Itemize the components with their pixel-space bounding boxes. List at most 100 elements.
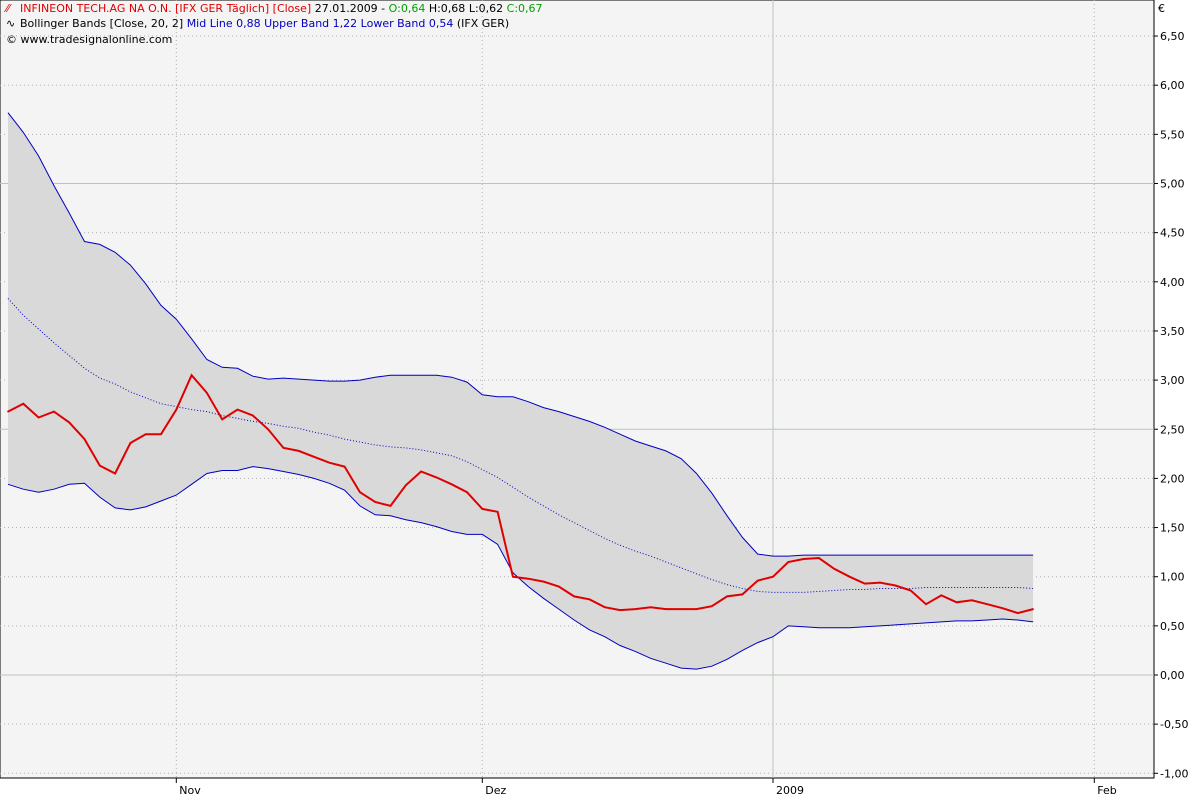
price-point bbox=[129, 442, 132, 444]
y-tick-label: 0,00 bbox=[1160, 669, 1185, 682]
legend-high: H:0,68 bbox=[428, 2, 466, 15]
price-point bbox=[1001, 607, 1004, 609]
y-tick-label: 1,00 bbox=[1160, 571, 1185, 584]
price-line bbox=[7, 373, 1034, 615]
y-axis: 6,50 6,00 5,50 5,00 4,50 4,00 3,50 3,00 2,50 2,00… bbox=[1154, 30, 1188, 780]
price-point bbox=[236, 408, 239, 411]
bollinger-bands bbox=[7, 112, 1034, 670]
price-point bbox=[680, 608, 682, 610]
price-point bbox=[53, 410, 55, 413]
price-point bbox=[711, 605, 713, 607]
y-tick-label: 4,50 bbox=[1160, 227, 1185, 240]
price-point bbox=[114, 472, 116, 475]
price-point bbox=[313, 456, 315, 458]
price-point bbox=[405, 484, 407, 487]
price-point bbox=[481, 508, 484, 510]
price-point bbox=[665, 608, 667, 610]
legend-indicator-name: Bollinger Bands [Close, 20, 2] bbox=[20, 17, 184, 30]
upper-band-line bbox=[7, 112, 1034, 557]
line-chart-icon: ⁄⁄ bbox=[6, 2, 10, 15]
price-point bbox=[206, 392, 208, 394]
legend-open: O:0,64 bbox=[388, 2, 426, 15]
price-point bbox=[22, 402, 25, 405]
price-point bbox=[7, 410, 9, 413]
price-point bbox=[542, 580, 545, 583]
price-point bbox=[190, 374, 193, 377]
y-tick-label: 3,50 bbox=[1160, 325, 1185, 338]
price-point bbox=[1017, 612, 1019, 614]
price-point bbox=[726, 595, 728, 598]
x-tick-label: Dez bbox=[485, 784, 506, 797]
x-tick-label: 2009 bbox=[776, 784, 804, 797]
price-point bbox=[558, 585, 560, 588]
price-point bbox=[420, 470, 422, 473]
price-point bbox=[389, 505, 392, 507]
price-point bbox=[466, 491, 468, 494]
price-point bbox=[955, 601, 958, 604]
y-tick-label: 5,50 bbox=[1160, 128, 1185, 141]
y-tick-label: 6,50 bbox=[1160, 30, 1185, 43]
price-point bbox=[971, 599, 973, 602]
legend-bollinger: ∿ Bollinger Bands [Close, 20, 2] Mid Line… bbox=[6, 17, 509, 31]
y-tick-label: -0,50 bbox=[1160, 718, 1188, 731]
copyright-text: © www.tradesignalonline.com bbox=[6, 33, 173, 46]
y-tick-label: 1,50 bbox=[1160, 522, 1185, 535]
price-point bbox=[175, 408, 178, 411]
price-point bbox=[619, 609, 621, 611]
y-tick-label: 5,00 bbox=[1160, 178, 1185, 191]
legend-date: 27.01.2009 - bbox=[314, 2, 386, 15]
y-tick-label: 6,00 bbox=[1160, 79, 1185, 92]
y-tick-label: 4,00 bbox=[1160, 276, 1185, 289]
legend-close: C:0,67 bbox=[506, 2, 543, 15]
x-tick-label: Feb bbox=[1097, 784, 1116, 797]
price-series bbox=[7, 373, 1034, 615]
y-tick-label: -1,00 bbox=[1160, 767, 1188, 780]
price-point bbox=[741, 593, 744, 596]
price-point bbox=[221, 418, 223, 421]
price-point bbox=[695, 608, 698, 610]
price-point bbox=[833, 568, 835, 570]
price-point bbox=[83, 438, 86, 440]
x-axis: Nov Dez 2009 Feb bbox=[175, 778, 1117, 797]
price-point bbox=[940, 594, 943, 597]
price-point bbox=[374, 501, 377, 503]
legend-indicator-values: Mid Line 0,88 Upper Band 1,22 Lower Band… bbox=[186, 17, 454, 30]
price-point bbox=[527, 577, 529, 580]
price-point bbox=[634, 608, 637, 610]
price-point bbox=[435, 476, 438, 479]
lower-band-line bbox=[7, 466, 1034, 670]
price-point bbox=[772, 575, 774, 578]
price-point bbox=[267, 428, 269, 431]
price-point bbox=[99, 464, 101, 467]
price-point bbox=[864, 582, 866, 585]
indicator-icon: ∿ bbox=[6, 17, 16, 30]
legend-low: L:0,62 bbox=[468, 2, 504, 15]
price-point bbox=[252, 414, 254, 417]
legend-instrument-name: INFINEON TECH.AG NA O.N. [IFX GER Täglic… bbox=[20, 2, 312, 15]
price-point bbox=[328, 461, 331, 464]
price-point bbox=[297, 450, 300, 452]
price-point bbox=[282, 447, 285, 449]
price-point bbox=[588, 598, 591, 601]
y-tick-label: 2,00 bbox=[1160, 472, 1185, 485]
price-point bbox=[603, 606, 606, 608]
price-point bbox=[649, 606, 652, 608]
price-point bbox=[818, 557, 820, 559]
price-point bbox=[925, 603, 927, 605]
price-point bbox=[144, 433, 147, 436]
price-point bbox=[343, 465, 346, 468]
price-point bbox=[68, 421, 70, 424]
price-point bbox=[450, 483, 453, 486]
legend-price: ⁄⁄ INFINEON TECH.AG NA O.N. [IFX GER Tägl… bbox=[6, 2, 543, 16]
price-point bbox=[986, 603, 988, 605]
band-fill bbox=[8, 112, 1034, 670]
price-point bbox=[1032, 608, 1034, 610]
price-point bbox=[894, 584, 897, 587]
currency-label: € bbox=[1158, 2, 1165, 15]
price-point bbox=[802, 558, 805, 560]
price-point bbox=[160, 433, 162, 436]
price-point bbox=[787, 561, 790, 563]
y-tick-label: 2,50 bbox=[1160, 423, 1185, 436]
legend-indicator-suffix: (IFX GER) bbox=[456, 17, 510, 30]
